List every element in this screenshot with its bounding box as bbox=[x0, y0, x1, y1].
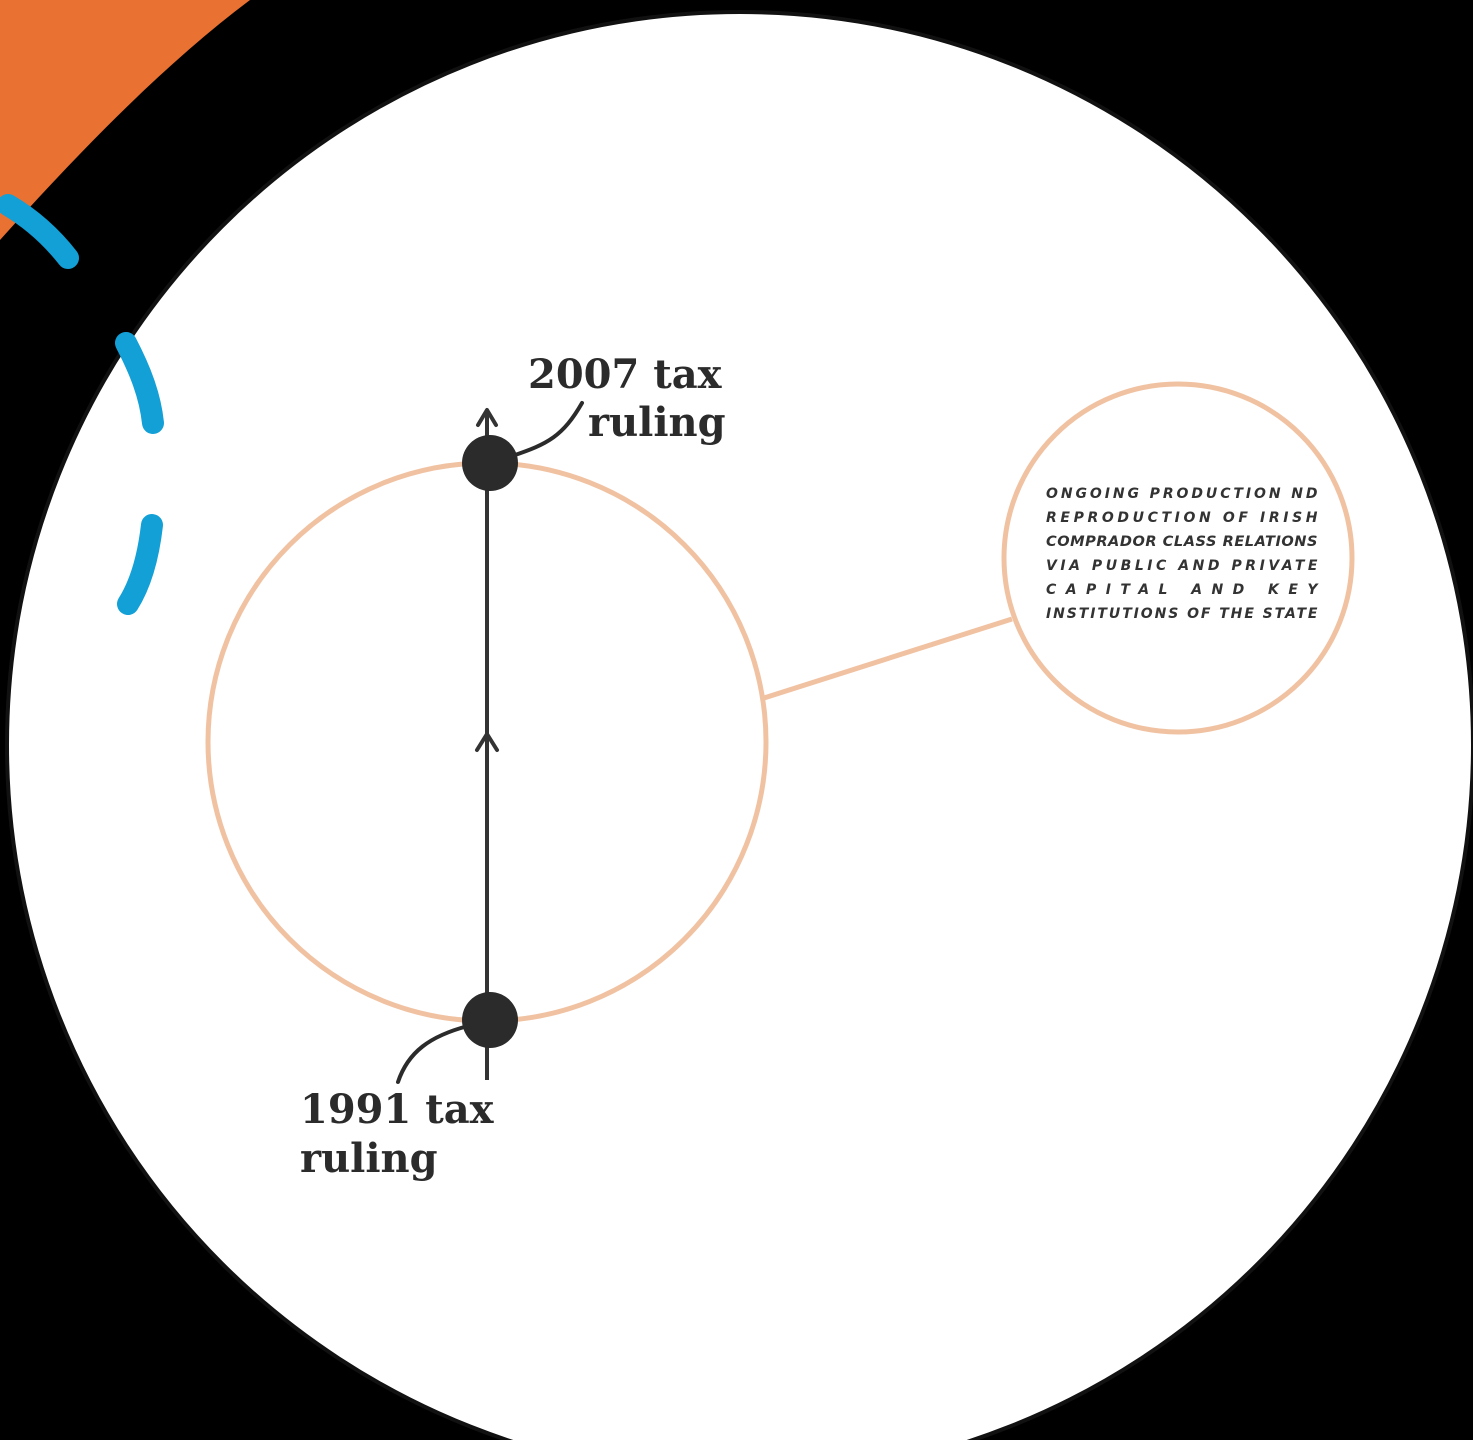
main-frame-circle bbox=[5, 10, 1473, 1440]
label-2007-line1: 2007 tax bbox=[528, 351, 723, 398]
note-line-4: VIA PUBLIC AND PRIVATE bbox=[1046, 558, 1318, 574]
note-line-6: INSTITUTIONS OF THE STATE bbox=[1046, 606, 1318, 622]
label-1991-line2: ruling bbox=[300, 1135, 438, 1182]
label-2007-line2: ruling bbox=[588, 399, 726, 446]
blue-dashed-arc bbox=[0, 194, 164, 615]
note-bubble-circle bbox=[1001, 381, 1355, 735]
event-dot-2007 bbox=[462, 435, 518, 491]
note-line-1: ONGOING PRODUCTION ND bbox=[1046, 486, 1318, 502]
note-connector-line bbox=[763, 616, 1013, 701]
note-line-3: COMPRADOR CLASS RELATIONS bbox=[1046, 534, 1318, 550]
orange-corner-shape bbox=[0, 0, 250, 240]
leader-line-1991 bbox=[396, 1024, 470, 1084]
middle-arrowhead-icon bbox=[475, 732, 499, 752]
leader-line-2007 bbox=[510, 401, 584, 458]
top-arrowhead-icon bbox=[476, 408, 498, 427]
event-dot-1991 bbox=[462, 992, 518, 1048]
label-1991-line1: 1991 tax bbox=[300, 1086, 495, 1133]
